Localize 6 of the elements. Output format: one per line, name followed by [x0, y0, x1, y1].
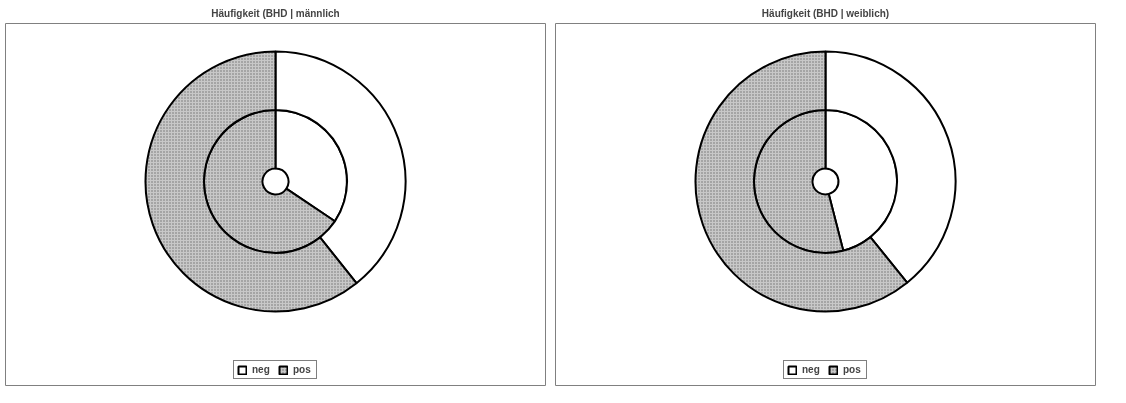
legend-label: neg	[802, 364, 821, 375]
legend-label: pos	[843, 364, 862, 375]
legend-label: neg	[252, 364, 271, 375]
chart-title: Häufigkeit (BHD | weiblich)	[761, 7, 890, 19]
chart-title: Häufigkeit (BHD | männlich	[211, 7, 340, 19]
legend-label: pos	[293, 364, 312, 375]
